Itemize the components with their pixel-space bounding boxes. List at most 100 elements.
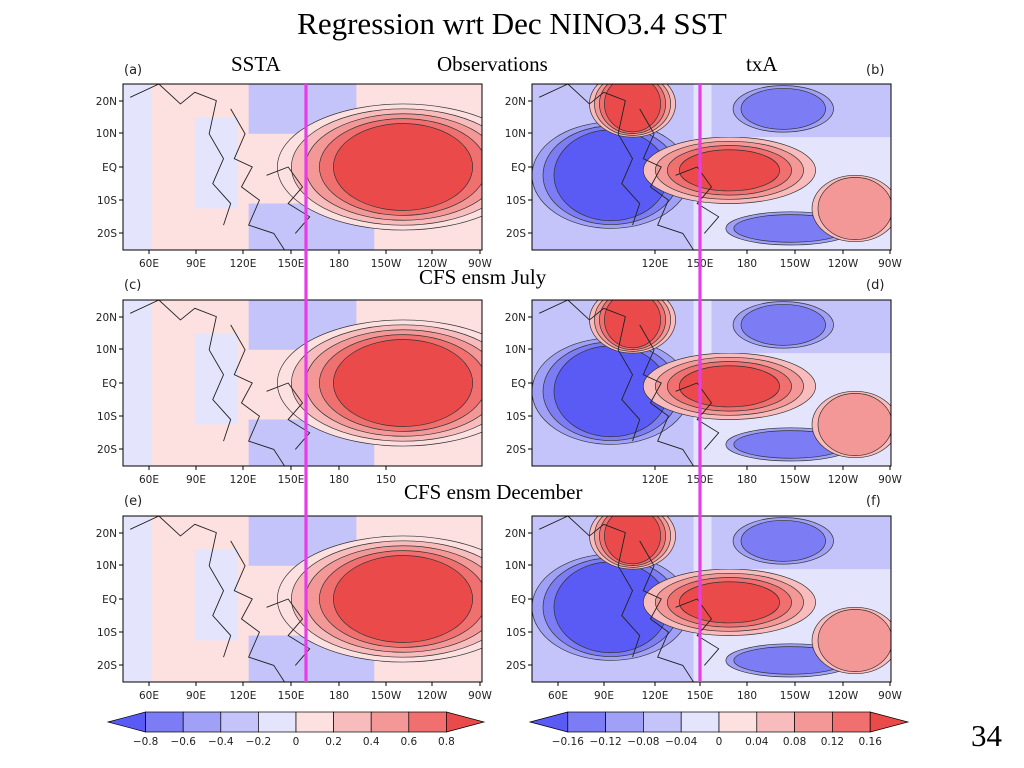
column-header-ssta: SSTA (231, 52, 281, 76)
xtick-label: 90W (878, 474, 902, 486)
panel-label-f: (f) (866, 494, 881, 509)
xtick-label: 120E (642, 474, 669, 486)
xtick-label: 60E (139, 258, 159, 270)
ytick-label: 20N (505, 312, 526, 324)
ytick-label: EQ (102, 594, 117, 606)
xtick-label: 90E (186, 690, 206, 702)
panel-label-a: (a) (124, 63, 143, 78)
ytick-label: 20N (96, 528, 117, 540)
ytick-label: 20S (97, 228, 117, 240)
xtick-label: 120W (828, 474, 859, 486)
xtick-label: 150E (687, 690, 714, 702)
xtick-label: 120E (642, 690, 669, 702)
panel-d: 20N10NEQ10S20S120E150E180150W120W90W (505, 299, 902, 486)
row-label-december: CFS ensm December (404, 480, 583, 504)
xtick-label: 180 (329, 474, 349, 486)
colorbar-segment (528, 711, 569, 733)
colorbar-label: 0 (293, 736, 300, 748)
colorbar-segment (756, 711, 795, 733)
ytick-label: EQ (511, 378, 526, 390)
colorbar-segment (145, 711, 184, 733)
colorbar-txa: −0.16 −0.12 −0.08 −0.04 0 0.04 0.08 0.12 0.16 (528, 711, 910, 748)
colorbar-segment (106, 711, 146, 733)
colorbar-label: −0.4 (208, 736, 234, 748)
xtick-label: 180 (737, 474, 757, 486)
colorbar-segment (869, 711, 910, 733)
colorbar-label: 0.08 (783, 736, 806, 748)
column-header-txa: txA (746, 52, 778, 76)
xtick-label: 120E (642, 258, 669, 270)
ytick-label: 20N (505, 528, 526, 540)
xtick-label: 150E (278, 690, 305, 702)
ytick-label: 10N (96, 344, 117, 356)
ytick-label: EQ (102, 162, 117, 174)
panel-a: 20N 10N EQ 10S 20S 60E 90E 120E 150E 180 150W 120W 9… (96, 83, 492, 270)
ytick-label: 10S (506, 627, 526, 639)
colorbar-label: 0.2 (325, 736, 342, 748)
colorbar-segment (333, 711, 372, 733)
xtick-label: 120E (230, 474, 257, 486)
colorbar-label: 0.4 (363, 736, 380, 748)
panel-c: 20N 10N EQ 10S 20S 60E 90E 120E 150E 180 150 (96, 299, 483, 486)
xtick-label: 180 (737, 258, 757, 270)
colorbar-label: 0 (716, 736, 723, 748)
colorbar-segment (718, 711, 758, 733)
xtick-label: 90W (468, 258, 492, 270)
colorbar-label: 0.16 (859, 736, 883, 748)
colorbar-segment (295, 711, 334, 733)
xtick-label: 120E (230, 690, 257, 702)
xtick-label: 90E (186, 474, 206, 486)
xtick-label: 180 (737, 690, 757, 702)
xtick-label: 60E (139, 690, 159, 702)
colorbar-label: 0.12 (821, 736, 844, 748)
panel-e: 20N 10N EQ 10S 20S 60E 90E 120E 150E 180 150W 120W 9… (96, 515, 492, 702)
ytick-label: EQ (102, 378, 117, 390)
xtick-label: 90W (878, 258, 902, 270)
colorbar-segment (794, 711, 833, 733)
xtick-label: 150 (376, 474, 396, 486)
panel-f: 20N 10N EQ 10S 20S 60E 90E 120E 150E 180 150W 120W 9… (505, 515, 902, 702)
colorbar-label: −0.8 (133, 736, 159, 748)
slide-title: Regression wrt Dec NINO3.4 SST (297, 6, 727, 41)
column-header-observations: Observations (437, 52, 548, 76)
ytick-label: 10N (96, 128, 117, 140)
colorbar-label: −0.2 (246, 736, 272, 748)
colorbar-segment (258, 711, 297, 733)
colorbar-segment (605, 711, 644, 733)
ytick-label: 20S (506, 228, 526, 240)
colorbar-segment (220, 711, 259, 733)
xtick-label: 120W (417, 690, 448, 702)
ytick-label: 10S (97, 627, 117, 639)
colorbar-label: −0.12 (590, 736, 622, 748)
ytick-label: 10N (96, 560, 117, 572)
colorbar-segment (567, 711, 606, 733)
ytick-label: 10N (505, 128, 526, 140)
ytick-label: EQ (511, 162, 526, 174)
xtick-label: 150E (278, 258, 305, 270)
colorbar-segment (643, 711, 682, 733)
ytick-label: 10S (97, 411, 117, 423)
xtick-label: 120W (828, 258, 859, 270)
ytick-label: EQ (511, 594, 526, 606)
colorbar-segment (182, 711, 222, 733)
xtick-label: 150W (371, 258, 402, 270)
colorbar-segment (370, 711, 410, 733)
ytick-label: 20S (506, 660, 526, 672)
colorbar-segment (680, 711, 720, 733)
panel-label-e: (e) (124, 494, 143, 509)
xtick-label: 150W (371, 690, 402, 702)
xtick-label: 90E (186, 258, 206, 270)
colorbar-segment (408, 711, 447, 733)
xtick-label: 150W (780, 690, 811, 702)
xtick-label: 150W (780, 474, 811, 486)
colorbar-label: −0.08 (627, 736, 659, 748)
row-label-july: CFS ensm July (419, 265, 547, 289)
xtick-label: 90W (468, 690, 492, 702)
xtick-label: 60E (139, 474, 159, 486)
ytick-label: 20S (97, 444, 117, 456)
ytick-label: 10N (505, 344, 526, 356)
colorbar-segment (446, 711, 486, 733)
colorbar-label: −0.6 (170, 736, 196, 748)
ytick-label: 20N (96, 312, 117, 324)
